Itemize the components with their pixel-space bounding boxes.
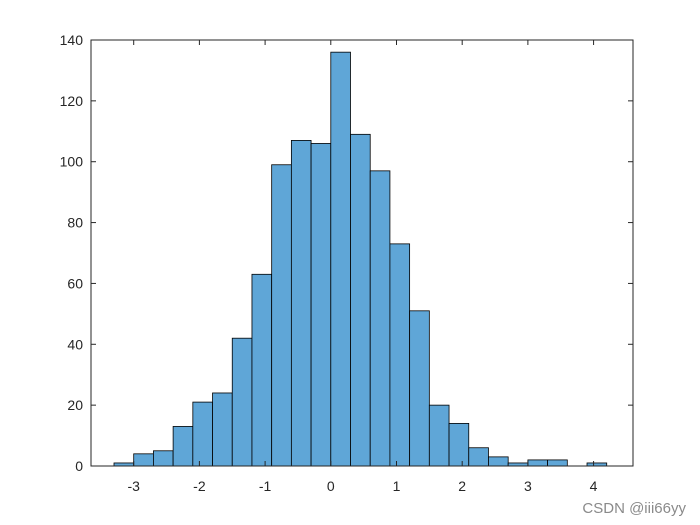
histogram-bar [290, 140, 312, 467]
y-tick-label: 40 [67, 336, 83, 352]
histogram-bar [153, 450, 174, 467]
histogram-bar [251, 273, 273, 467]
histogram-bar [448, 422, 470, 467]
y-tick-label: 120 [60, 93, 84, 109]
histogram-bar [330, 51, 351, 467]
x-tick-label: -2 [193, 478, 206, 494]
x-tick-label: 2 [458, 478, 466, 494]
histogram-bar [192, 401, 213, 467]
x-tick-label: 0 [327, 478, 335, 494]
histogram-bar [231, 337, 253, 467]
watermark: CSDN @iii66yy [582, 500, 686, 517]
histogram-bar [271, 164, 292, 467]
histogram-bar [369, 170, 391, 467]
histogram-bar [350, 133, 371, 467]
histogram-bar [389, 243, 411, 467]
x-tick-label: -1 [259, 478, 272, 494]
histogram-bar [527, 459, 548, 467]
histogram-bar [547, 459, 568, 467]
x-tick-label: 4 [590, 478, 598, 494]
y-tick-label: 140 [60, 32, 84, 48]
axes-box [90, 39, 634, 467]
histogram-bar [212, 392, 233, 467]
y-tick-label: 20 [67, 397, 83, 413]
y-tick-label: 100 [60, 154, 84, 170]
y-tick-label: 0 [75, 458, 83, 474]
histogram-bar [468, 447, 489, 467]
y-tick-label: 80 [67, 215, 83, 231]
histogram-bar [172, 426, 194, 467]
histogram-bar [428, 404, 450, 467]
x-tick-label: -3 [127, 478, 140, 494]
histogram-bar [133, 453, 154, 467]
histogram-bar [310, 143, 332, 467]
y-tick-label: 60 [67, 275, 83, 291]
histogram-bar [488, 456, 509, 467]
x-tick-label: 3 [524, 478, 532, 494]
x-tick-label: 1 [393, 478, 401, 494]
histogram-bar [409, 310, 430, 467]
